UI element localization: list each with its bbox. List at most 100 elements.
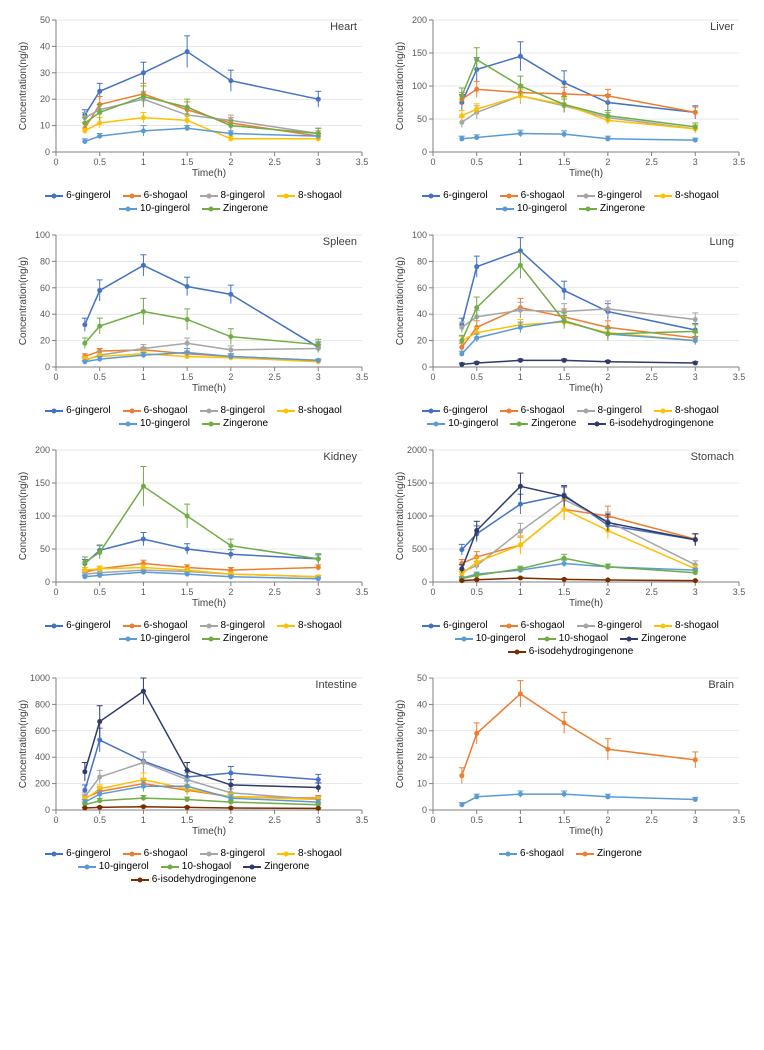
svg-text:Concentration(ng/g): Concentration(ng/g) xyxy=(18,700,29,788)
legend-item: 8-shogaol xyxy=(277,405,342,416)
svg-text:400: 400 xyxy=(34,752,49,762)
legend-item: 10-gingerol xyxy=(455,633,526,644)
svg-text:50: 50 xyxy=(39,544,49,554)
legend-item: 6-gingerol xyxy=(45,405,110,416)
panel-lung: 00.511.522.533.5020406080100Time(h)Conce… xyxy=(387,225,754,430)
svg-text:2: 2 xyxy=(228,157,233,167)
svg-text:20: 20 xyxy=(39,94,49,104)
svg-text:3: 3 xyxy=(315,587,320,597)
legend-item: 6-shogaol xyxy=(123,405,188,416)
legend-item: 6-shogaol xyxy=(500,620,565,631)
legend-item: Zingerone xyxy=(243,861,309,872)
legend-item: 10-gingerol xyxy=(496,203,567,214)
svg-text:200: 200 xyxy=(34,779,49,789)
chart-liver: 00.511.522.533.5050100150200Time(h)Conce… xyxy=(391,10,751,180)
svg-text:2: 2 xyxy=(605,587,610,597)
legend-item: 6-shogaol xyxy=(500,190,565,201)
svg-text:40: 40 xyxy=(39,309,49,319)
legend-stomach: 6-gingerol6-shogaol8-gingerol8-shogaol10… xyxy=(387,619,754,658)
svg-text:2.5: 2.5 xyxy=(268,815,281,825)
legend-item: 10-gingerol xyxy=(119,633,190,644)
svg-text:40: 40 xyxy=(39,41,49,51)
legend-label: 8-gingerol xyxy=(221,190,265,201)
svg-text:2: 2 xyxy=(605,157,610,167)
svg-text:3: 3 xyxy=(692,815,697,825)
svg-text:Lung: Lung xyxy=(709,236,733,248)
svg-text:20: 20 xyxy=(39,336,49,346)
svg-text:Time(h): Time(h) xyxy=(568,168,602,179)
legend-item: 8-gingerol xyxy=(577,620,642,631)
svg-text:100: 100 xyxy=(411,81,426,91)
legend-item: Zingerone xyxy=(202,633,268,644)
legend-label: 6-shogaol xyxy=(521,620,565,631)
legend-label: Zingerone xyxy=(641,633,686,644)
svg-text:2.5: 2.5 xyxy=(268,587,281,597)
legend-lung: 6-gingerol6-shogaol8-gingerol8-shogaol10… xyxy=(387,404,754,430)
legend-item: 6-isodehydrogingenone xyxy=(508,646,634,657)
legend-intestine: 6-gingerol6-shogaol8-gingerol8-shogaol10… xyxy=(10,847,377,886)
legend-item: 8-shogaol xyxy=(277,620,342,631)
svg-text:3: 3 xyxy=(692,372,697,382)
svg-text:1: 1 xyxy=(140,587,145,597)
svg-text:100: 100 xyxy=(411,230,426,240)
svg-text:2.5: 2.5 xyxy=(645,157,658,167)
legend-item: 6-shogaol xyxy=(123,620,188,631)
svg-text:Intestine: Intestine xyxy=(315,679,357,691)
svg-text:0.5: 0.5 xyxy=(93,372,106,382)
legend-brain: 6-shogaolZingerone xyxy=(493,847,648,860)
svg-text:80: 80 xyxy=(416,256,426,266)
chart-spleen: 00.511.522.533.5020406080100Time(h)Conce… xyxy=(14,225,374,395)
svg-text:80: 80 xyxy=(39,256,49,266)
svg-text:2: 2 xyxy=(228,815,233,825)
legend-label: 8-gingerol xyxy=(598,190,642,201)
legend-label: 10-shogaol xyxy=(559,633,608,644)
svg-text:Time(h): Time(h) xyxy=(568,598,602,609)
svg-text:0: 0 xyxy=(430,372,435,382)
legend-label: 6-isodehydrogingenone xyxy=(609,418,714,429)
legend-item: 6-shogaol xyxy=(500,405,565,416)
legend-item: 8-gingerol xyxy=(200,190,265,201)
legend-label: 8-gingerol xyxy=(598,405,642,416)
legend-label: Zingerone xyxy=(264,861,309,872)
legend-item: 10-gingerol xyxy=(119,203,190,214)
panel-heart: 00.511.522.533.501020304050Time(h)Concen… xyxy=(10,10,377,215)
panel-kidney: 00.511.522.533.5050100150200Time(h)Conce… xyxy=(10,440,377,658)
legend-item: Zingerone xyxy=(579,203,645,214)
svg-text:Stomach: Stomach xyxy=(690,451,733,463)
svg-text:2000: 2000 xyxy=(406,445,426,455)
legend-item: 6-gingerol xyxy=(45,620,110,631)
svg-text:0: 0 xyxy=(44,577,49,587)
svg-text:0: 0 xyxy=(421,805,426,815)
svg-text:2.5: 2.5 xyxy=(645,372,658,382)
chart-grid: 00.511.522.533.501020304050Time(h)Concen… xyxy=(10,10,754,886)
svg-text:3.5: 3.5 xyxy=(355,815,368,825)
svg-text:0.5: 0.5 xyxy=(470,372,483,382)
legend-label: 8-gingerol xyxy=(598,620,642,631)
legend-label: 6-isodehydrogingenone xyxy=(152,874,257,885)
legend-label: 6-shogaol xyxy=(521,190,565,201)
svg-text:20: 20 xyxy=(416,336,426,346)
svg-text:0: 0 xyxy=(430,815,435,825)
svg-text:0: 0 xyxy=(53,587,58,597)
legend-label: 8-shogaol xyxy=(298,620,342,631)
svg-text:1: 1 xyxy=(517,815,522,825)
legend-item: Zingerone xyxy=(576,848,642,859)
svg-text:40: 40 xyxy=(416,699,426,709)
svg-text:50: 50 xyxy=(416,673,426,683)
svg-text:3.5: 3.5 xyxy=(355,372,368,382)
legend-item: 6-gingerol xyxy=(45,848,110,859)
legend-label: 8-shogaol xyxy=(675,620,719,631)
svg-text:2.5: 2.5 xyxy=(645,587,658,597)
svg-text:Concentration(ng/g): Concentration(ng/g) xyxy=(18,257,29,345)
svg-text:0: 0 xyxy=(53,815,58,825)
legend-label: 8-shogaol xyxy=(675,190,719,201)
svg-text:0.5: 0.5 xyxy=(93,157,106,167)
legend-item: 6-gingerol xyxy=(422,405,487,416)
svg-text:1.5: 1.5 xyxy=(557,587,570,597)
svg-text:3.5: 3.5 xyxy=(355,157,368,167)
legend-label: Zingerone xyxy=(600,203,645,214)
svg-text:1: 1 xyxy=(140,157,145,167)
legend-item: 8-shogaol xyxy=(277,190,342,201)
chart-stomach: 00.511.522.533.50500100015002000Time(h)C… xyxy=(391,440,751,610)
svg-text:3.5: 3.5 xyxy=(732,157,745,167)
